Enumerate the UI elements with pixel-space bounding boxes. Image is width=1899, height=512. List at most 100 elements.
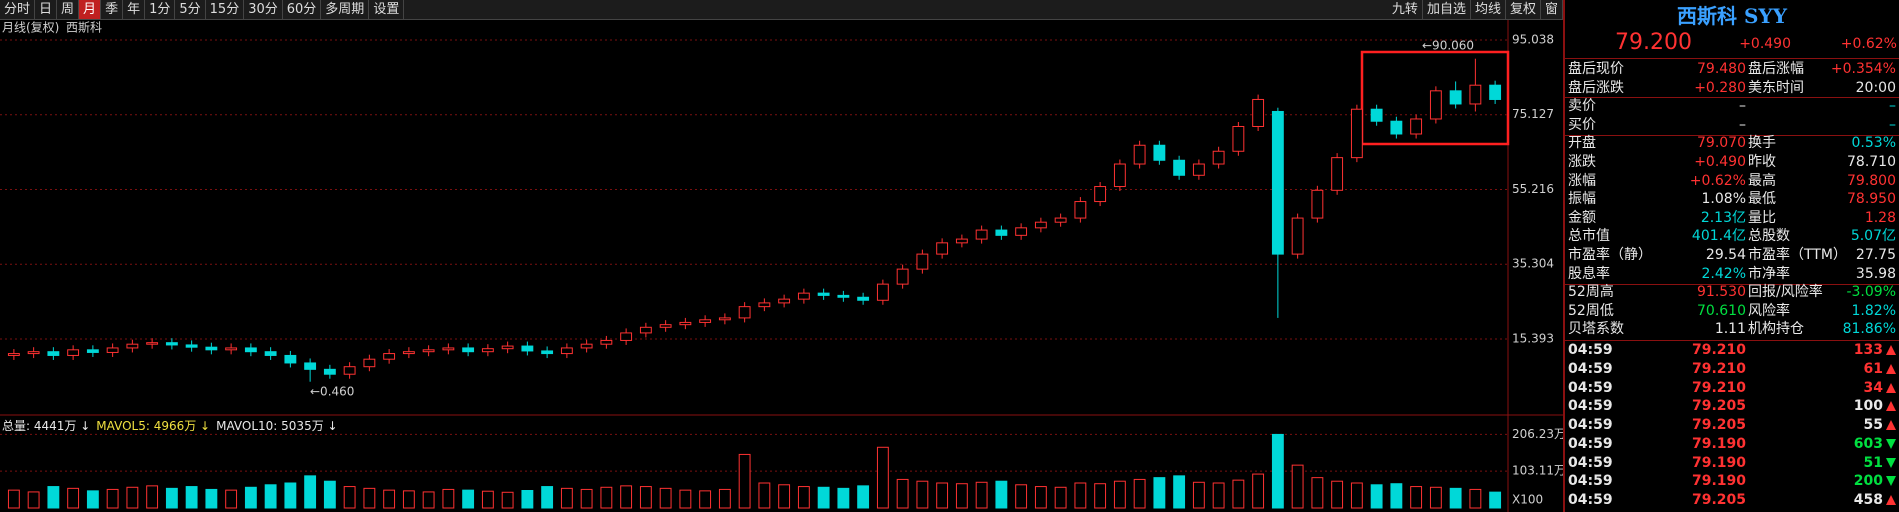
period-button[interactable]: 日 <box>35 0 58 19</box>
quote-value: 78.950 <box>1847 191 1896 208</box>
trade-price: 79.205 <box>1691 398 1746 415</box>
volume-bar <box>402 490 415 509</box>
y-tick-label: 75.127 <box>1512 107 1554 121</box>
candle-body <box>541 350 554 355</box>
period-button[interactable]: 月 <box>79 0 102 19</box>
period-button[interactable]: 15分 <box>206 0 245 19</box>
volume-bar <box>1153 477 1166 509</box>
volume-bar <box>797 486 810 509</box>
quote-label: 风险率 <box>1748 302 1790 319</box>
volume-bar <box>718 488 731 509</box>
volume-bar <box>1094 483 1107 509</box>
quote-row: 盘后现价 79.480 盘后涨幅 +0.354% <box>1565 60 1899 78</box>
quote-row: 股息率 2.42% 市净率 35.98 <box>1565 265 1899 283</box>
trade-time: 04:59 <box>1568 435 1613 452</box>
trade-row: 04:59 79.190 200 <box>1565 472 1899 490</box>
volume-bar <box>1271 433 1284 509</box>
candle-body <box>47 351 60 356</box>
candle-body <box>304 362 317 370</box>
tool-buttons: 九转 加自选 均线 复权窗 <box>1388 0 1563 19</box>
period-button[interactable]: 周 <box>57 0 80 19</box>
quote-row: 贝塔系数 1.11 机构持仓 81.86% <box>1565 320 1899 338</box>
quote-value: +0.62% <box>1689 172 1746 189</box>
candle-body <box>1113 163 1126 188</box>
candle-body <box>501 345 514 350</box>
period-button[interactable]: 多周期 <box>321 0 370 19</box>
trade-row: 04:59 79.205 458 <box>1565 491 1899 509</box>
candle-body <box>126 343 139 349</box>
trade-time: 04:59 <box>1568 398 1613 415</box>
trade-time: 04:59 <box>1568 417 1613 433</box>
trade-price: 79.190 <box>1691 435 1746 452</box>
volume-legend-item: 总量: 4441万 ↓ <box>2 419 91 433</box>
period-button[interactable]: 设置 <box>369 0 405 19</box>
quote-row: 开盘 79.070 换手 0.53% <box>1565 134 1899 152</box>
period-button[interactable]: 季 <box>101 0 124 19</box>
y-tick-label: 55.216 <box>1512 182 1554 196</box>
period-button[interactable]: 分时 <box>0 0 36 19</box>
tool-button[interactable]: 窗 <box>1541 0 1563 19</box>
quote-value: – <box>1889 98 1896 115</box>
y-tick-label: 95.038 <box>1512 33 1554 47</box>
period-button[interactable]: 30分 <box>244 0 283 19</box>
period-button[interactable]: 1分 <box>145 0 176 19</box>
candle-body <box>106 347 119 353</box>
quote-label: 振幅 <box>1568 191 1596 208</box>
volume-bar <box>1311 477 1324 509</box>
trade-time: 04:59 <box>1568 379 1613 396</box>
candle-body <box>67 349 80 356</box>
quote-label: 市净率 <box>1748 265 1790 282</box>
quote-label: 昨收 <box>1748 154 1776 170</box>
volume-bar <box>47 486 60 509</box>
volume-bar <box>600 486 613 509</box>
quote-value: 0.53% <box>1851 135 1896 152</box>
candle-body <box>1015 227 1028 236</box>
quote-value: 81.86% <box>1842 321 1896 338</box>
volume-bar <box>1232 479 1245 509</box>
candle-body <box>600 339 613 345</box>
tool-button[interactable]: 均线 <box>1471 0 1506 19</box>
quote-label: 最低 <box>1748 191 1776 208</box>
candle-body <box>146 342 159 345</box>
quote-label: 贝塔系数 <box>1568 321 1624 338</box>
volume-bar <box>126 486 139 509</box>
highlight-box <box>1360 50 1510 146</box>
period-button[interactable]: 5分 <box>175 0 206 19</box>
period-button[interactable]: 年 <box>123 0 146 19</box>
quote-value: 2.13亿 <box>1700 209 1746 226</box>
volume-bar <box>363 487 376 509</box>
volume-bar <box>1113 480 1126 509</box>
volume-bar <box>936 482 949 509</box>
candle-body <box>758 302 771 308</box>
quote-label: 涨幅 <box>1568 172 1596 189</box>
toolbar: 分时日周月季年 1分 5分 15分 30分 60分 多周期 设置 九转 加自选 均线 复权窗 <box>0 0 1563 20</box>
separator <box>1565 340 1899 341</box>
quote-value: 27.75 <box>1855 247 1896 263</box>
quote-row: 52周高 91.530 回报/风险率 -3.09% <box>1565 283 1899 301</box>
trade-row: 04:59 79.205 55 <box>1565 416 1899 434</box>
volume-bar <box>738 453 751 509</box>
volume-bar <box>995 480 1008 509</box>
candle-body <box>1232 125 1245 152</box>
candle-body <box>1350 108 1363 159</box>
trade-volume: 133 <box>1853 342 1883 358</box>
volume-bar <box>323 480 336 509</box>
period-button[interactable]: 60分 <box>283 0 322 19</box>
quote-title: 西斯科 SYY <box>1677 4 1787 28</box>
tool-button[interactable]: 九转 <box>1388 0 1423 19</box>
volume-bar <box>165 487 178 509</box>
quote-value: +0.490 <box>1694 154 1746 170</box>
volume-bar <box>916 480 929 509</box>
tool-button[interactable]: 复权 <box>1506 0 1541 19</box>
quote-value: – <box>1889 116 1896 133</box>
volume-bar <box>679 489 692 509</box>
quote-row: 总市值 401.4亿 总股数 5.07亿 <box>1565 227 1899 245</box>
volume-bar <box>86 490 99 509</box>
tool-button[interactable]: 加自选 <box>1423 0 1471 19</box>
trade-arrow <box>1886 438 1896 449</box>
quote-value: 79.800 <box>1847 172 1896 189</box>
candle-body <box>1133 144 1146 165</box>
separator <box>1565 58 1899 59</box>
quote-value: +0.280 <box>1694 79 1746 96</box>
quote-price: 79.200 <box>1615 30 1692 55</box>
